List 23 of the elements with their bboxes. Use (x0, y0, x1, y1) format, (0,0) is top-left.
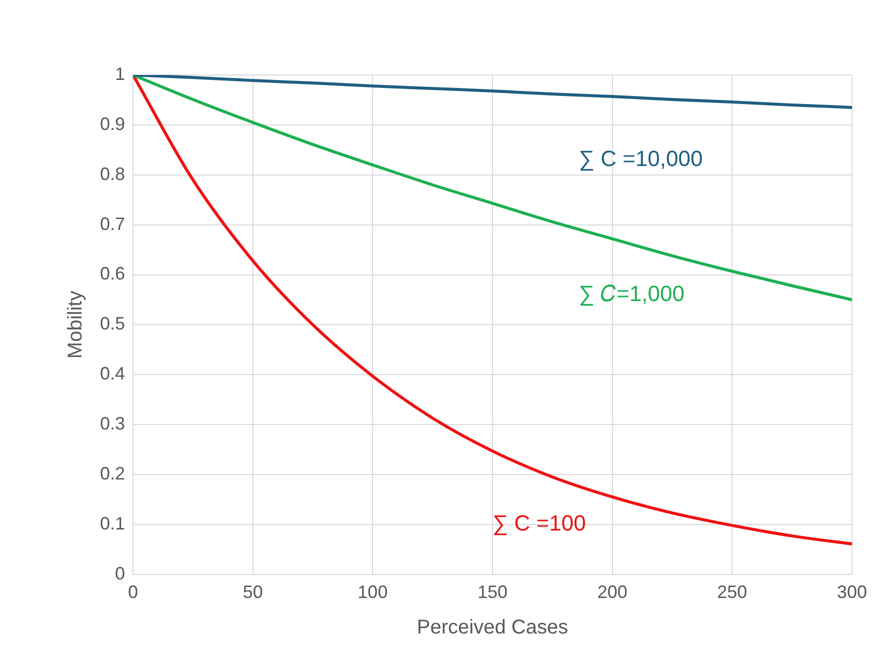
y-axis-title: Mobility (64, 290, 87, 359)
y-tick-label: 0.4 (100, 364, 126, 384)
y-tick-label: 0 (115, 563, 126, 584)
y-tick-label: 0.6 (100, 264, 126, 284)
x-axis-title: Perceived Cases (416, 616, 568, 639)
y-tick-label: 0.7 (100, 214, 126, 234)
x-tick-label: 200 (597, 582, 628, 602)
y-tick-label: 0.9 (100, 114, 126, 134)
y-tick-label: 0.8 (100, 164, 126, 184)
y-tick-label: 1 (115, 64, 126, 84)
x-tick-label: 300 (836, 582, 868, 602)
y-tick-label: 0.2 (100, 463, 126, 484)
series-label: ∑ 𝐶=1,000 (578, 280, 684, 306)
x-tick-label: 50 (242, 582, 263, 602)
y-tick-label: 0.5 (100, 314, 126, 334)
x-tick-label: 250 (717, 582, 748, 602)
x-tick-label: 0 (128, 582, 138, 602)
text: ∑ C =10,000 (578, 146, 703, 171)
x-tick-label: 100 (358, 582, 388, 602)
series-label: ∑ C =100 (492, 510, 586, 536)
x-tick-label: 150 (477, 582, 508, 602)
y-tick-label: 0.1 (100, 513, 126, 534)
y-tick-label: 0.3 (100, 414, 126, 434)
